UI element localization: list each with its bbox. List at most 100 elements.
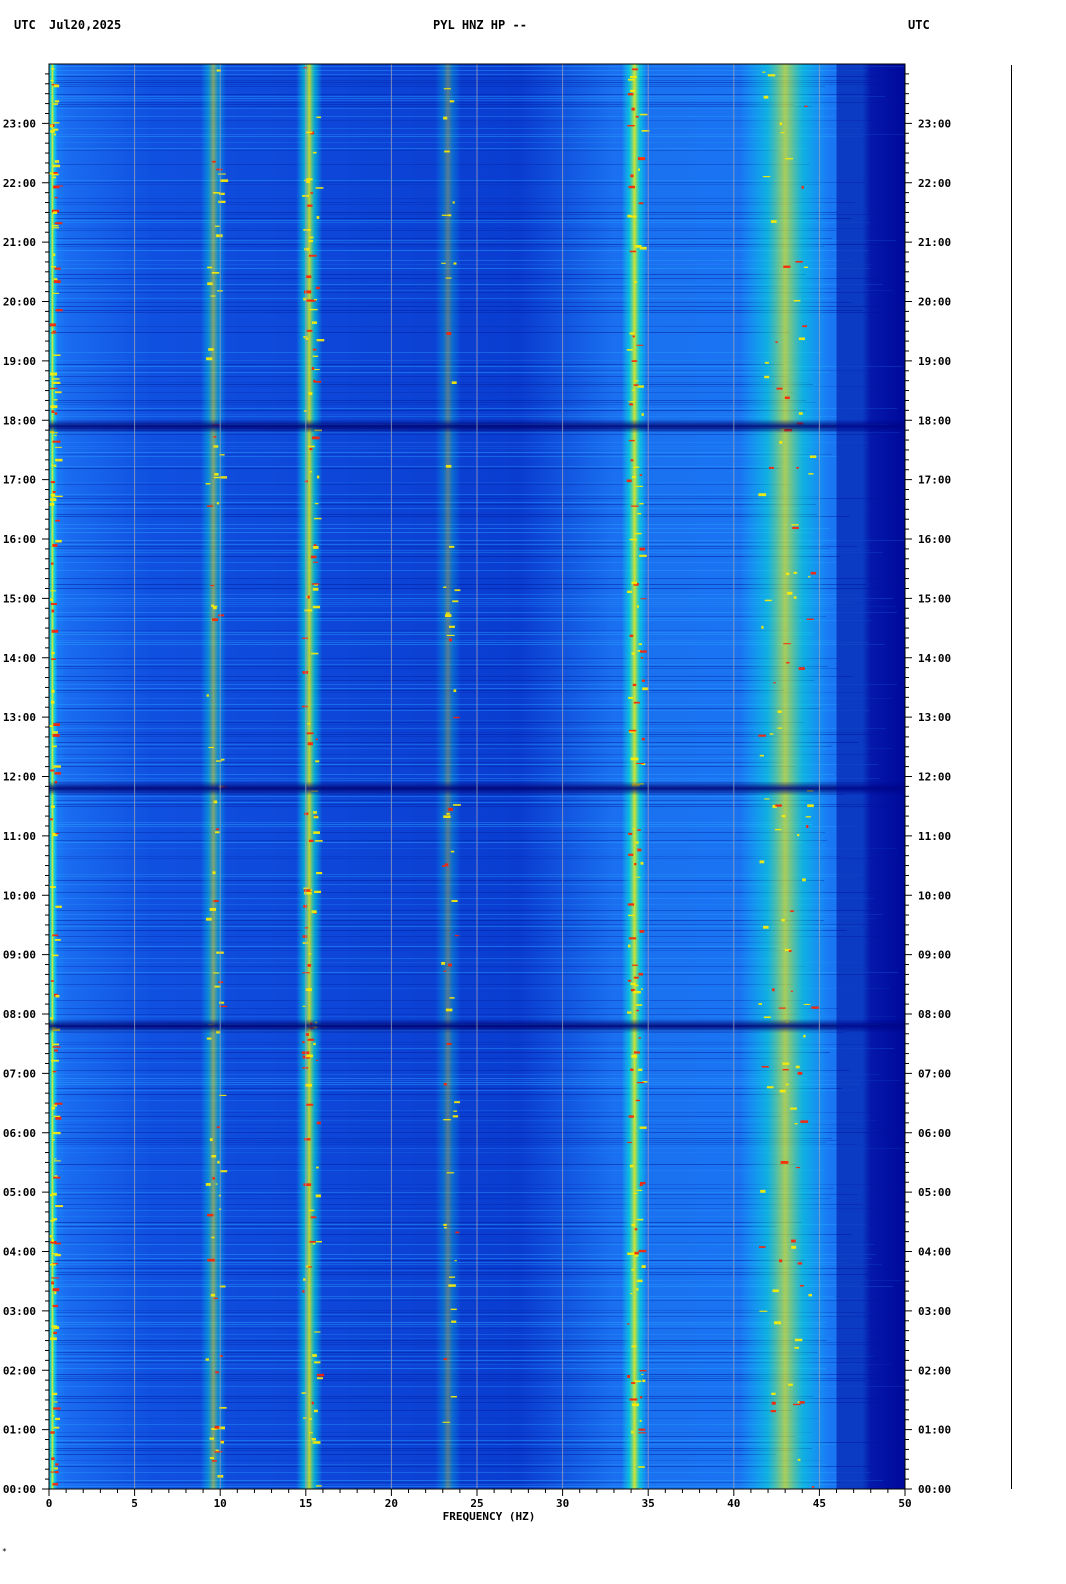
spectral-speckle [636,1279,643,1283]
spectral-speckle [51,173,59,176]
noise-streak [49,220,816,221]
spectral-speckle [638,202,644,205]
spectral-speckle [55,495,63,498]
spectral-speckle [628,937,637,940]
y-tick-label-right: 23:00 [918,117,951,130]
spectral-speckle [627,903,635,906]
spectral-speckle [454,935,460,937]
spectral-speckle [794,1338,803,1342]
spectral-speckle [53,185,60,189]
header-date: Jul20,2025 [49,18,122,32]
spectral-speckle [217,1160,220,1164]
spectral-speckle [55,833,60,835]
spectral-speckle [635,244,642,248]
spectral-speckle [760,1189,766,1193]
spectral-speckle [779,122,783,126]
spectral-speckle [635,1099,640,1102]
spectral-speckle [53,354,61,357]
spectral-speckle [51,1059,59,1062]
spectral-speckle [627,78,635,81]
spectral-speckle [50,332,57,334]
noise-streak [49,142,788,143]
spectral-speckle [641,413,644,416]
noise-streak [49,606,896,607]
spectral-speckle [639,246,647,250]
y-tick-label-right: 10:00 [918,889,951,902]
scale-bar-line [1011,65,1012,1489]
noise-streak [49,514,817,515]
noise-streak [49,1432,813,1433]
spectral-speckle [629,1164,634,1168]
spectral-speckle [315,760,320,763]
spectral-speckle [316,1485,322,1487]
spectral-speckle [641,1265,646,1269]
spectral-speckle [303,1417,307,1419]
spectral-speckle [216,828,219,831]
noise-streak [49,100,810,101]
spectral-speckle [632,828,636,830]
y-tick-label-left: 06:00 [3,1127,36,1140]
spectral-speckle [633,466,640,468]
spectral-speckle [768,466,774,469]
spectral-speckle [303,904,308,908]
spectral-speckle [639,650,647,653]
spectral-speckle [448,1284,456,1287]
noise-streak [49,120,900,121]
spectral-speckle [307,1038,315,1041]
spectral-speckle [450,1396,457,1398]
x-tick-label: 40 [727,1497,740,1510]
noise-streak [49,822,812,823]
spectral-speckle [443,586,447,588]
spectral-speckle [630,988,635,992]
spectral-speckle [316,871,323,875]
spectral-speckle [804,105,808,108]
spectral-speckle [52,211,58,214]
spectral-speckle [53,280,61,284]
spectral-speckle [209,907,217,911]
spectral-speckle [631,389,635,391]
spectral-speckle [782,1062,790,1065]
spectral-speckle [220,1170,228,1173]
spectral-speckle [211,604,214,607]
noise-streak [49,74,802,75]
spectral-speckle [212,618,219,621]
spectral-speckle [790,990,793,992]
spectral-speckle [220,179,229,183]
spectral-speckle [639,1126,647,1129]
spectral-speckle [209,1457,215,1460]
spectral-speckle [51,464,54,467]
noise-streak [49,1448,812,1449]
spectral-speckle [631,581,637,585]
spectral-speckle [628,729,637,732]
noise-streak [49,410,806,411]
spectral-speckle [637,1068,643,1072]
spectral-speckle [219,1406,227,1409]
noise-streak [49,452,805,453]
spectral-speckle [214,1425,220,1429]
spectral-speckle [633,384,639,386]
spectral-speckle [305,275,312,279]
spectral-speckle [454,589,461,592]
y-tick-label-left: 01:00 [3,1424,36,1437]
noise-streak [49,848,898,849]
spectral-speckle [302,935,308,938]
spectral-speckle [638,1432,647,1434]
noise-streak [49,958,788,959]
spectral-speckle [799,1284,804,1287]
spectral-speckle [788,949,792,952]
spectral-speckle [446,1172,455,1174]
spectral-speckle [55,1417,61,1421]
noise-streak [49,286,788,287]
noise-streak [49,150,778,151]
noise-streak [49,1082,786,1083]
spectral-speckle [636,605,639,608]
spectral-speckle [308,445,315,448]
spectral-speckle [53,1326,60,1330]
spectral-speckle [314,517,322,520]
spectral-speckle [216,69,222,72]
spectral-speckle [449,545,455,548]
spectral-speckle [637,385,644,388]
noise-streak [49,214,891,215]
spectral-speckle [312,587,319,591]
spectral-speckle [631,1223,636,1227]
